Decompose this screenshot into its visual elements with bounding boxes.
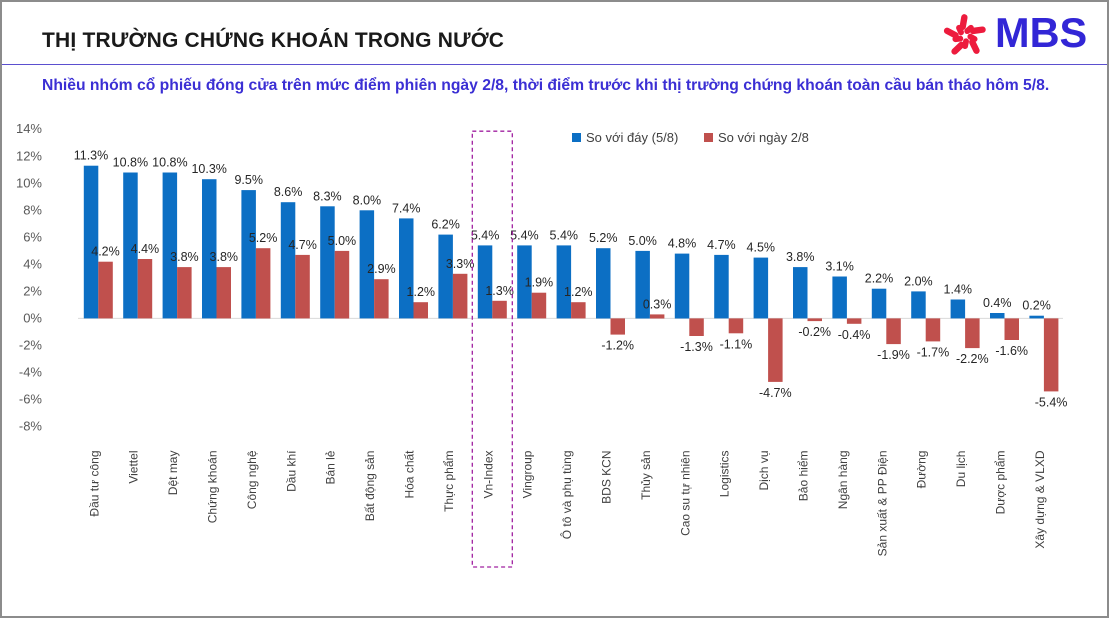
- svg-text:Dịch vụ: Dịch vụ: [757, 451, 771, 491]
- svg-text:-1.9%: -1.9%: [877, 348, 910, 362]
- svg-text:3.8%: 3.8%: [786, 250, 815, 264]
- svg-text:6%: 6%: [23, 229, 42, 244]
- svg-text:5.4%: 5.4%: [550, 228, 579, 242]
- svg-text:-5.4%: -5.4%: [1035, 395, 1068, 409]
- svg-text:9.5%: 9.5%: [234, 173, 263, 187]
- svg-text:Dược phẩm: Dược phẩm: [994, 450, 1008, 514]
- svg-text:-2%: -2%: [19, 337, 43, 352]
- svg-text:-8%: -8%: [19, 419, 43, 434]
- svg-text:Dầu khí: Dầu khí: [284, 450, 298, 492]
- svg-text:-1.3%: -1.3%: [680, 340, 713, 354]
- svg-text:4.8%: 4.8%: [668, 237, 697, 251]
- svg-text:Đầu tư công: Đầu tư công: [87, 451, 101, 517]
- svg-text:1.9%: 1.9%: [525, 276, 554, 290]
- svg-text:0%: 0%: [23, 310, 42, 325]
- svg-text:Vingroup: Vingroup: [521, 450, 535, 498]
- svg-text:-4%: -4%: [19, 365, 43, 380]
- svg-text:11.3%: 11.3%: [74, 149, 109, 163]
- svg-text:0.2%: 0.2%: [1022, 299, 1051, 313]
- svg-text:Bảo hiểm: Bảo hiểm: [797, 451, 811, 502]
- svg-text:8.0%: 8.0%: [353, 193, 382, 207]
- svg-text:6.2%: 6.2%: [431, 218, 460, 232]
- svg-text:10%: 10%: [16, 175, 42, 190]
- svg-text:BDS KCN: BDS KCN: [600, 451, 614, 504]
- svg-text:Công nghệ: Công nghệ: [245, 450, 259, 509]
- svg-text:0.3%: 0.3%: [643, 297, 672, 311]
- svg-text:-0.2%: -0.2%: [798, 325, 831, 339]
- svg-text:2.0%: 2.0%: [904, 274, 933, 288]
- svg-text:5.2%: 5.2%: [589, 231, 618, 245]
- svg-text:8.6%: 8.6%: [274, 185, 303, 199]
- svg-text:12%: 12%: [16, 148, 42, 163]
- svg-text:8.3%: 8.3%: [313, 189, 342, 203]
- svg-text:-1.6%: -1.6%: [995, 344, 1028, 358]
- svg-text:2%: 2%: [23, 283, 42, 298]
- svg-text:1.4%: 1.4%: [944, 283, 973, 297]
- svg-text:Chứng khoán: Chứng khoán: [206, 451, 220, 524]
- svg-text:10.8%: 10.8%: [152, 156, 187, 170]
- svg-text:5.0%: 5.0%: [628, 234, 657, 248]
- svg-text:5.0%: 5.0%: [328, 234, 357, 248]
- svg-text:1.2%: 1.2%: [564, 285, 593, 299]
- svg-text:3.3%: 3.3%: [446, 257, 475, 271]
- svg-text:4%: 4%: [23, 256, 42, 271]
- svg-text:5.4%: 5.4%: [510, 228, 539, 242]
- svg-text:Ô tô và phụ tùng: Ô tô và phụ tùng: [559, 451, 574, 540]
- svg-text:5.4%: 5.4%: [471, 228, 500, 242]
- svg-text:14%: 14%: [16, 121, 42, 136]
- svg-text:Sản xuất & PP Điện: Sản xuất & PP Điện: [875, 451, 889, 557]
- svg-text:3.1%: 3.1%: [825, 260, 854, 274]
- svg-text:8%: 8%: [23, 202, 42, 217]
- svg-text:Ngân hàng: Ngân hàng: [836, 451, 850, 510]
- svg-text:1.3%: 1.3%: [485, 284, 514, 298]
- svg-text:Xây dựng & VLXD: Xây dựng & VLXD: [1033, 450, 1047, 548]
- svg-text:7.4%: 7.4%: [392, 201, 421, 215]
- svg-text:-4.7%: -4.7%: [759, 386, 792, 400]
- svg-text:4.2%: 4.2%: [91, 245, 120, 259]
- svg-text:-1.2%: -1.2%: [601, 339, 634, 353]
- svg-text:Cao su tự nhiên: Cao su tự nhiên: [678, 451, 692, 536]
- svg-text:10.8%: 10.8%: [113, 156, 148, 170]
- svg-text:Hóa chất: Hóa chất: [403, 450, 417, 499]
- svg-text:4.7%: 4.7%: [707, 238, 736, 252]
- svg-text:1.2%: 1.2%: [407, 285, 436, 299]
- svg-text:Logistics: Logistics: [718, 451, 732, 498]
- svg-text:5.2%: 5.2%: [249, 231, 278, 245]
- svg-text:Đường: Đường: [915, 451, 929, 489]
- svg-text:10.3%: 10.3%: [191, 162, 226, 176]
- svg-text:Du lịch: Du lịch: [954, 451, 968, 488]
- svg-text:Bất động sản: Bất động sản: [363, 451, 377, 522]
- svg-text:4.7%: 4.7%: [288, 238, 317, 252]
- svg-text:-2.2%: -2.2%: [956, 352, 989, 366]
- svg-text:3.8%: 3.8%: [170, 250, 199, 264]
- svg-text:4.4%: 4.4%: [131, 242, 160, 256]
- svg-text:4.5%: 4.5%: [747, 241, 776, 255]
- svg-text:-1.1%: -1.1%: [720, 337, 753, 351]
- svg-text:2.9%: 2.9%: [367, 262, 396, 276]
- svg-text:-1.7%: -1.7%: [917, 345, 950, 359]
- svg-text:2.2%: 2.2%: [865, 272, 894, 286]
- svg-text:3.8%: 3.8%: [210, 250, 239, 264]
- svg-text:Bán lẻ: Bán lẻ: [324, 450, 338, 484]
- svg-text:Dệt may: Dệt may: [166, 451, 180, 496]
- svg-text:Thủy sản: Thủy sản: [639, 451, 653, 500]
- svg-text:-6%: -6%: [19, 392, 43, 407]
- svg-text:Thực phẩm: Thực phẩm: [442, 450, 456, 511]
- svg-text:-0.4%: -0.4%: [838, 328, 871, 342]
- svg-text:0.4%: 0.4%: [983, 296, 1012, 310]
- svg-text:Vn-Index: Vn-Index: [481, 451, 495, 499]
- svg-text:Viettel: Viettel: [127, 451, 141, 484]
